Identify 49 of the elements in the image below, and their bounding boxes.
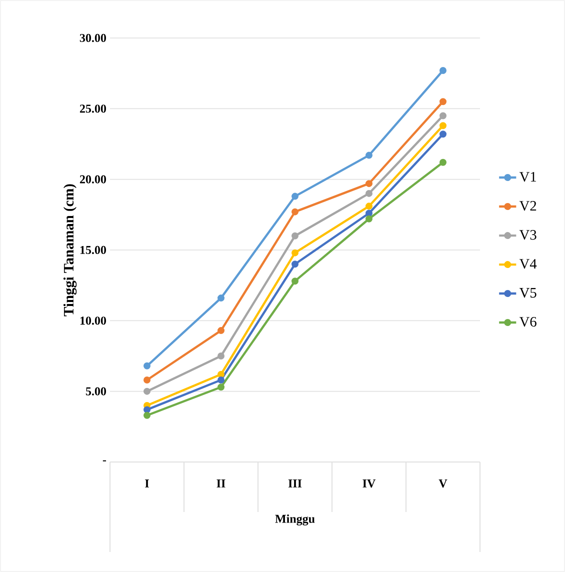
- legend-label: V3: [519, 230, 536, 240]
- y-tick-label: 10.00: [80, 316, 106, 325]
- point: [440, 130, 446, 138]
- x-tick-label: IV: [362, 480, 376, 488]
- y-tick-label: 5.00: [86, 387, 106, 396]
- x-tick-label: III: [288, 480, 302, 488]
- point: [218, 370, 224, 378]
- point: [218, 352, 224, 360]
- point: [144, 388, 150, 395]
- legend-label: V2: [519, 200, 536, 211]
- point: [292, 208, 298, 216]
- point: [292, 249, 298, 256]
- point: [144, 406, 150, 414]
- point: [292, 260, 298, 268]
- y-tick-label: 25.00: [80, 104, 106, 113]
- point: [144, 362, 150, 370]
- y-tick-label: -: [102, 460, 106, 462]
- point: [440, 112, 446, 120]
- point: [366, 210, 372, 217]
- point: [366, 152, 372, 159]
- point: [218, 376, 224, 384]
- x-tick-label: II: [216, 480, 226, 488]
- x-axis-title: Minggu: [275, 514, 315, 526]
- point: [440, 98, 446, 106]
- y-axis-title: Tinggi Tanaman (cm): [63, 184, 77, 316]
- y-tick-label: 30.00: [80, 34, 106, 42]
- x-tick-label: V: [438, 480, 448, 488]
- legend-label: V5: [519, 288, 536, 298]
- point: [144, 376, 150, 384]
- point: [292, 232, 298, 240]
- point: [144, 412, 150, 419]
- point: [292, 278, 298, 285]
- legend-label: V4: [519, 259, 537, 269]
- point: [440, 67, 446, 74]
- point: [366, 215, 372, 222]
- x-tick-label: I: [145, 480, 149, 488]
- point: [366, 190, 372, 197]
- y-tick-label: 20.00: [80, 175, 106, 184]
- point: [440, 122, 446, 130]
- point: [218, 294, 224, 302]
- point: [366, 180, 372, 188]
- point: [218, 384, 224, 391]
- legend-label: V1: [519, 172, 536, 182]
- legend-label: V6: [519, 316, 536, 327]
- y-tick-label: 15.00: [80, 246, 106, 254]
- point: [440, 158, 446, 166]
- point: [292, 192, 298, 200]
- point: [218, 327, 224, 334]
- point: [366, 202, 372, 210]
